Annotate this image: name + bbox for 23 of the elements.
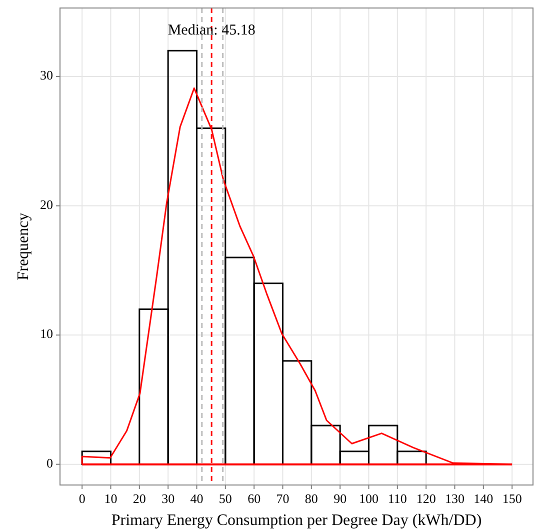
x-tick-label: 130 xyxy=(444,491,464,506)
x-tick-label: 140 xyxy=(474,491,494,506)
x-tick-label: 30 xyxy=(162,491,175,506)
x-tick-label: 50 xyxy=(218,491,232,506)
x-tick-label: 90 xyxy=(334,491,347,506)
x-tick-label: 10 xyxy=(104,491,118,506)
x-tick-label: 70 xyxy=(276,491,290,506)
x-axis-title: Primary Energy Consumption per Degree Day (kWh/DD) xyxy=(111,512,482,529)
x-tick-label: 110 xyxy=(388,491,407,506)
x-tick-label: 40 xyxy=(190,491,204,506)
y-tick-label: 20 xyxy=(40,196,53,212)
x-tick-label: 20 xyxy=(132,491,146,506)
y-tick-label: 30 xyxy=(40,67,53,82)
x-tick-label: 120 xyxy=(416,491,436,506)
annotation: Median: 45.18 xyxy=(168,22,256,39)
x-tick-label: 100 xyxy=(358,491,378,506)
x-tick-label: 60 xyxy=(248,491,261,506)
x-tick-label: 80 xyxy=(304,491,318,506)
x-tick-label: 0 xyxy=(78,491,86,506)
y-tick-label: 0 xyxy=(46,455,53,470)
y-tick-label: 10 xyxy=(40,326,53,342)
y-axis-title: Frequency xyxy=(15,212,32,280)
x-tick-label: 150 xyxy=(502,491,522,506)
